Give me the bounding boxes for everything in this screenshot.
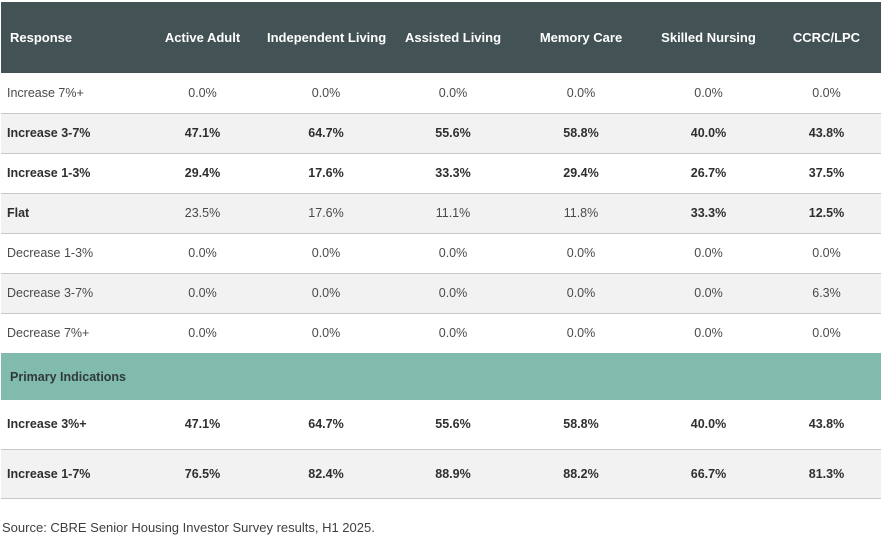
table-cell: 0.0% bbox=[142, 73, 263, 114]
row-label: Increase 1-3% bbox=[1, 153, 142, 194]
table-row: Increase 3%+ 47.1% 64.7% 55.6% 58.8% 40.… bbox=[1, 400, 881, 450]
section-header-row: Primary Indications bbox=[1, 353, 881, 400]
table-cell: 0.0% bbox=[645, 233, 772, 274]
table-cell: 6.3% bbox=[772, 273, 881, 314]
table-cell: 0.0% bbox=[812, 326, 841, 341]
table-cell: 0.0% bbox=[517, 273, 645, 314]
table-cell: 64.7% bbox=[263, 113, 389, 154]
table-row: Decrease 1-3% 0.0% 0.0% 0.0% 0.0% 0.0% 0… bbox=[1, 233, 881, 274]
table-cell: 33.3% bbox=[645, 193, 772, 234]
table-cell: 0.0% bbox=[142, 233, 263, 274]
table-cell: 0.0% bbox=[772, 73, 881, 114]
header-skilled-nursing: Skilled Nursing bbox=[661, 30, 756, 45]
table-row: Increase 7%+ 0.0% 0.0% 0.0% 0.0% 0.0% 0.… bbox=[1, 73, 881, 114]
table-cell: 47.1% bbox=[142, 400, 263, 450]
table-cell: 11.8% bbox=[517, 193, 645, 234]
table-cell: 43.8% bbox=[772, 400, 881, 450]
source-note: Source: CBRE Senior Housing Investor Sur… bbox=[2, 520, 375, 535]
table-cell: 0.0% bbox=[311, 326, 341, 341]
table-cell: 88.2% bbox=[517, 449, 645, 499]
row-label: Increase 1-7% bbox=[1, 449, 142, 499]
table-cell: 0.0% bbox=[188, 326, 217, 341]
table-cell: 0.0% bbox=[263, 73, 389, 114]
table-cell: 55.6% bbox=[389, 400, 517, 450]
table-cell: 12.5% bbox=[772, 193, 881, 234]
row-label: Decrease 7%+ bbox=[7, 326, 90, 341]
row-label: Decrease 3-7% bbox=[1, 273, 142, 314]
table-cell: 76.5% bbox=[142, 449, 263, 499]
table-cell: 29.4% bbox=[142, 153, 263, 194]
table-cell: 26.7% bbox=[645, 153, 772, 194]
table-cell: 0.0% bbox=[517, 233, 645, 274]
table-cell: 40.0% bbox=[645, 113, 772, 154]
table-cell: 29.4% bbox=[517, 153, 645, 194]
investor-survey-table: Response Active Adult Independent Living… bbox=[1, 2, 881, 499]
table-cell: 40.0% bbox=[645, 400, 772, 450]
table-cell: 0.0% bbox=[263, 233, 389, 274]
table-cell: 0.0% bbox=[645, 73, 772, 114]
table-cell: 0.0% bbox=[438, 326, 468, 341]
table-cell: 0.0% bbox=[566, 326, 596, 341]
table-body: Increase 7%+ 0.0% 0.0% 0.0% 0.0% 0.0% 0.… bbox=[1, 73, 881, 499]
table-cell: 17.6% bbox=[263, 193, 389, 234]
table-cell: 17.6% bbox=[263, 153, 389, 194]
table-cell: 66.7% bbox=[645, 449, 772, 499]
table-row: Increase 1-7% 76.5% 82.4% 88.9% 88.2% 66… bbox=[1, 449, 881, 499]
table-cell: 0.0% bbox=[389, 273, 517, 314]
table-cell: 43.8% bbox=[772, 113, 881, 154]
table-cell: 0.0% bbox=[389, 233, 517, 274]
table-cell: 0.0% bbox=[645, 273, 772, 314]
header-independent-living: Independent Living bbox=[267, 30, 387, 45]
table-cell: 37.5% bbox=[772, 153, 881, 194]
header-ccrc-lpc: CCRC/LPC bbox=[792, 30, 861, 45]
table-row: Increase 3-7% 47.1% 64.7% 55.6% 58.8% 40… bbox=[1, 113, 881, 154]
row-label: Increase 7%+ bbox=[1, 73, 142, 114]
table-cell: 0.0% bbox=[694, 326, 723, 341]
header-active-adult: Active Adult bbox=[164, 30, 241, 45]
table-cell: 0.0% bbox=[517, 73, 645, 114]
table-cell: 0.0% bbox=[142, 273, 263, 314]
table-header: Response Active Adult Independent Living… bbox=[1, 2, 881, 73]
table-cell: 88.9% bbox=[389, 449, 517, 499]
header-response: Response bbox=[10, 30, 73, 45]
header-memory-care: Memory Care bbox=[539, 30, 623, 45]
table-row: Flat 23.5% 17.6% 11.1% 11.8% 33.3% 12.5% bbox=[1, 193, 881, 234]
table-cell: 11.1% bbox=[389, 193, 517, 234]
table-cell: 58.8% bbox=[517, 113, 645, 154]
row-label: Increase 3%+ bbox=[1, 400, 142, 450]
header-row: Response Active Adult Independent Living… bbox=[1, 2, 881, 73]
table-cell: 64.7% bbox=[263, 400, 389, 450]
row-label: Flat bbox=[1, 193, 142, 234]
table-cell: 47.1% bbox=[142, 113, 263, 154]
table-row: Decrease 3-7% 0.0% 0.0% 0.0% 0.0% 0.0% 6… bbox=[1, 273, 881, 314]
table-cell: 0.0% bbox=[772, 233, 881, 274]
table-cell: 82.4% bbox=[263, 449, 389, 499]
table-cell: 58.8% bbox=[517, 400, 645, 450]
table-row: Decrease 7%+ 0.0% 0.0% 0.0% 0.0% 0.0% 0.… bbox=[1, 313, 881, 353]
table-cell: 33.3% bbox=[389, 153, 517, 194]
table-row: Increase 1-3% 29.4% 17.6% 33.3% 29.4% 26… bbox=[1, 153, 881, 194]
table-cell: 81.3% bbox=[772, 449, 881, 499]
row-label: Increase 3-7% bbox=[1, 113, 142, 154]
row-label: Decrease 1-3% bbox=[1, 233, 142, 274]
table-cell: 0.0% bbox=[263, 273, 389, 314]
table-cell: 55.6% bbox=[389, 113, 517, 154]
header-assisted-living: Assisted Living bbox=[404, 30, 502, 45]
section-title: Primary Indications bbox=[10, 369, 127, 384]
table-cell: 0.0% bbox=[389, 73, 517, 114]
table-cell: 23.5% bbox=[142, 193, 263, 234]
